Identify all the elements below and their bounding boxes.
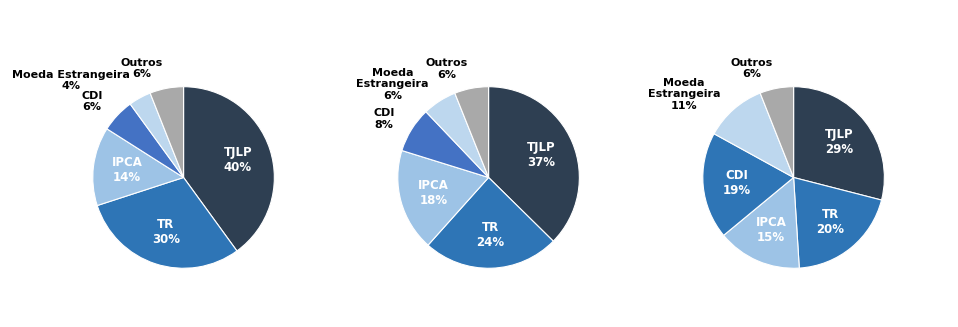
Text: Moeda
Estrangeira
6%: Moeda Estrangeira 6% bbox=[356, 68, 428, 101]
Text: TJLP
40%: TJLP 40% bbox=[223, 146, 252, 174]
Wedge shape bbox=[489, 87, 580, 241]
Text: TR
20%: TR 20% bbox=[816, 208, 844, 235]
Text: CDI
6%: CDI 6% bbox=[81, 91, 103, 112]
Wedge shape bbox=[107, 104, 184, 178]
Text: TJLP
29%: TJLP 29% bbox=[825, 129, 853, 156]
Wedge shape bbox=[793, 178, 881, 268]
Text: TR
30%: TR 30% bbox=[152, 218, 180, 246]
Wedge shape bbox=[428, 178, 554, 268]
Text: IPCA
14%: IPCA 14% bbox=[111, 156, 143, 184]
Wedge shape bbox=[714, 93, 793, 178]
Wedge shape bbox=[703, 134, 793, 235]
Text: IPCA
15%: IPCA 15% bbox=[756, 216, 787, 244]
Text: TR
24%: TR 24% bbox=[476, 221, 505, 249]
Text: IPCA
18%: IPCA 18% bbox=[418, 179, 449, 207]
Text: Moeda Estrangeira
4%: Moeda Estrangeira 4% bbox=[12, 70, 130, 91]
Text: Outros
6%: Outros 6% bbox=[425, 58, 468, 79]
Wedge shape bbox=[398, 150, 489, 245]
Wedge shape bbox=[793, 87, 884, 200]
Wedge shape bbox=[723, 178, 799, 268]
Text: Moeda
Estrangeira
11%: Moeda Estrangeira 11% bbox=[648, 78, 720, 111]
Wedge shape bbox=[130, 93, 184, 178]
Wedge shape bbox=[97, 178, 237, 268]
Wedge shape bbox=[402, 112, 489, 178]
Text: Outros
6%: Outros 6% bbox=[121, 58, 163, 79]
Text: CDI
19%: CDI 19% bbox=[722, 169, 751, 197]
Wedge shape bbox=[426, 93, 489, 178]
Wedge shape bbox=[455, 87, 489, 178]
Wedge shape bbox=[93, 129, 184, 206]
Wedge shape bbox=[184, 87, 274, 251]
Wedge shape bbox=[761, 87, 793, 178]
Wedge shape bbox=[150, 87, 184, 178]
Text: Outros
6%: Outros 6% bbox=[731, 58, 773, 79]
Text: CDI
8%: CDI 8% bbox=[373, 108, 395, 130]
Text: TJLP
37%: TJLP 37% bbox=[527, 141, 556, 169]
